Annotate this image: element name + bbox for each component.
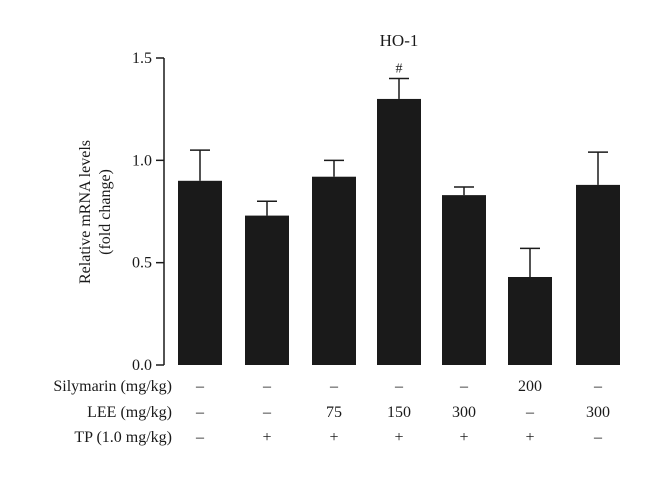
bar <box>312 176 356 365</box>
condition-value: + <box>394 429 403 446</box>
condition-value: – <box>394 378 404 395</box>
condition-value: + <box>262 429 271 446</box>
y-tick-label: 1.5 <box>132 50 152 67</box>
condition-value: + <box>329 429 338 446</box>
y-tick-label: 1.0 <box>132 152 152 169</box>
condition-value: 200 <box>518 378 542 395</box>
condition-row-label: Silymarin (mg/kg) <box>53 378 172 395</box>
condition-value: – <box>593 378 603 395</box>
condition-value: + <box>525 429 534 446</box>
condition-value: 75 <box>326 404 342 421</box>
y-axis-title-line1: Relative mRNA levels <box>77 140 94 284</box>
bar <box>576 184 620 365</box>
y-ticks: 0.0 0.5 1.0 1.5 <box>132 50 164 374</box>
y-tick-label: 0.0 <box>132 357 152 374</box>
bar <box>377 98 421 365</box>
bar <box>245 215 289 365</box>
condition-value: – <box>262 404 272 421</box>
condition-value: – <box>195 404 205 421</box>
bar <box>178 180 222 365</box>
condition-value: – <box>195 378 205 395</box>
chart-title: HO-1 <box>380 31 419 50</box>
condition-value: 300 <box>586 404 610 421</box>
condition-value: – <box>459 378 469 395</box>
y-tick-label: 0.5 <box>132 255 152 272</box>
y-axis-title-line2: (fold change) <box>97 169 114 255</box>
bar <box>508 276 552 365</box>
condition-value: 300 <box>452 404 476 421</box>
y-axis-title: Relative mRNA levels (fold change) <box>77 140 114 284</box>
condition-value: – <box>262 378 272 395</box>
condition-value: – <box>525 404 535 421</box>
condition-value: – <box>593 429 603 446</box>
condition-value: + <box>459 429 468 446</box>
significance-mark: # <box>396 61 403 76</box>
condition-value: – <box>195 429 205 446</box>
condition-value: 150 <box>387 404 411 421</box>
bars-group: # <box>178 61 620 365</box>
bar <box>442 195 486 365</box>
condition-row-label: LEE (mg/kg) <box>87 404 172 421</box>
condition-row-label: TP (1.0 mg/kg) <box>74 429 172 446</box>
condition-value: – <box>329 378 339 395</box>
conditions-table: Silymarin (mg/kg) – – – – – 200 – LEE (mg/kg) – – 7… <box>53 378 610 446</box>
